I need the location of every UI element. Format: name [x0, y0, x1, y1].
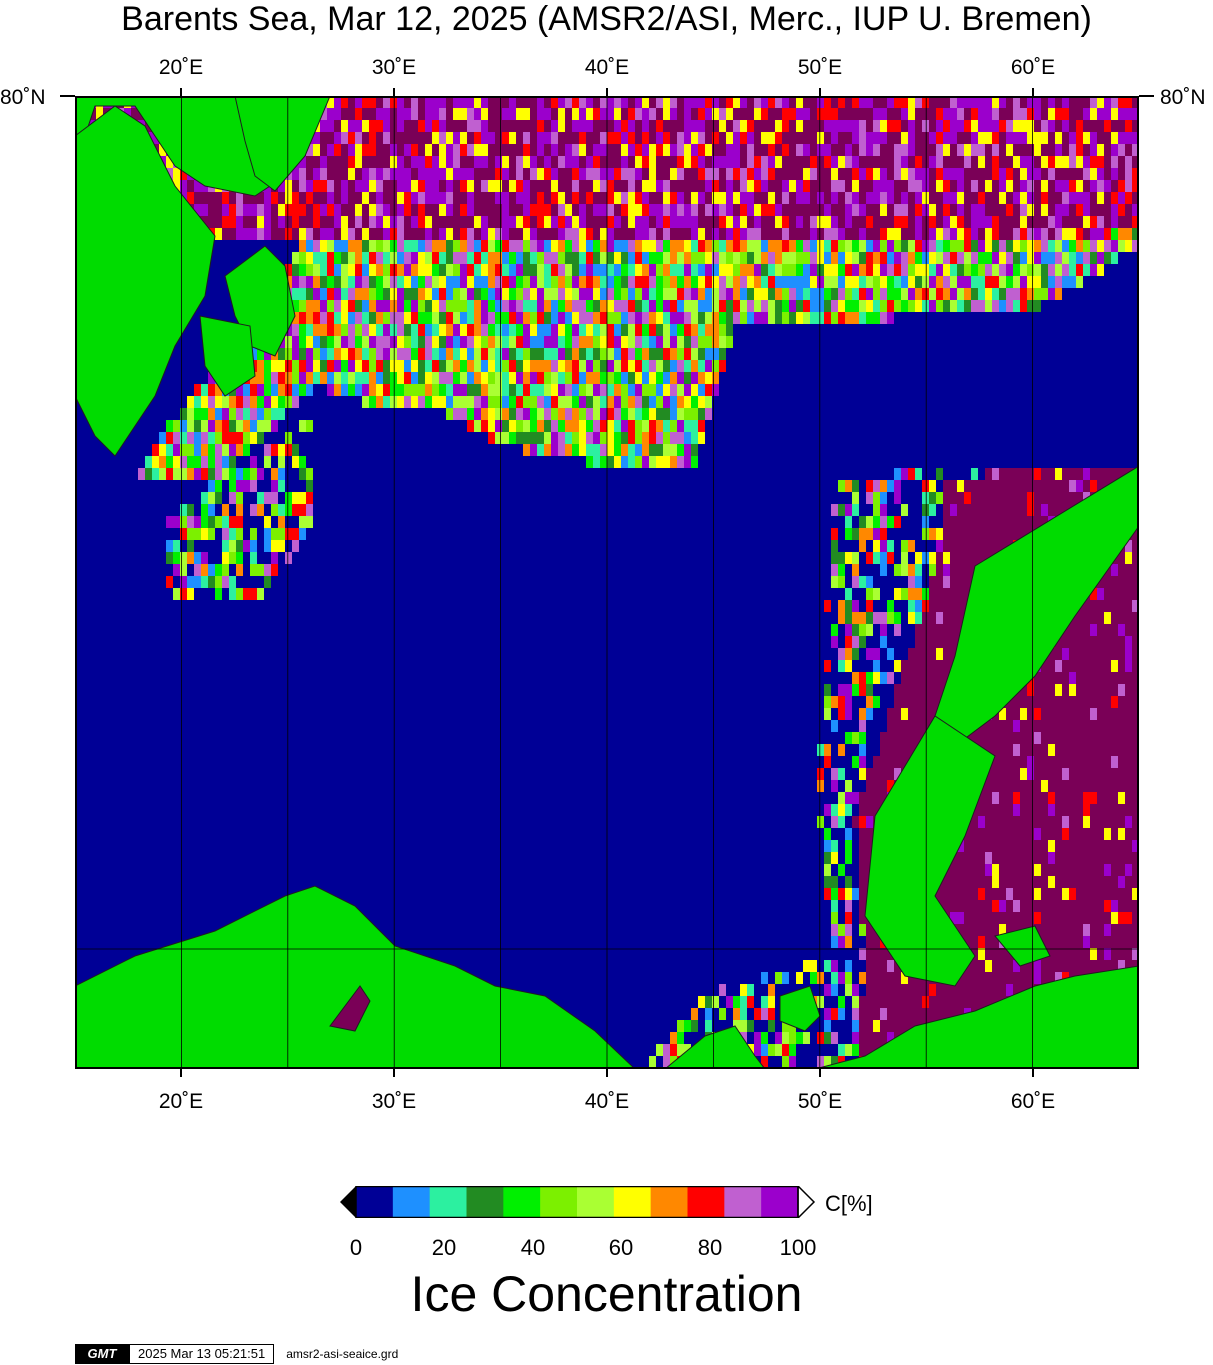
colorbar: [340, 1186, 816, 1218]
colorbar-tick-80: 80: [697, 1235, 723, 1260]
colorbar-above-triangle: [797, 1186, 816, 1218]
lat-label-left: 80˚N: [0, 86, 46, 109]
frame-ticks: [60, 88, 1154, 1077]
lon-tick-top-20: 20˚E: [158, 56, 204, 79]
land-vaygach: [994, 925, 1051, 967]
lon-tick-bottom-20: 20˚E: [158, 1090, 204, 1113]
gmt-timestamp-stamp: GMT 2025 Mar 13 05:21:51 amsr2-asi-seaic…: [75, 1344, 398, 1364]
lon-tick-top-60: 60˚E: [1010, 56, 1056, 79]
land-edgeoya: [199, 315, 256, 397]
colorbar-title: Ice Concentration: [410, 1266, 803, 1322]
colorbar-bins: [356, 1186, 799, 1218]
colorbar-tick-40: 40: [520, 1235, 546, 1260]
colorbar-tick-0: 0: [349, 1235, 363, 1260]
colorbar-tick-100: 100: [779, 1235, 817, 1260]
land-pechora-coast: [814, 965, 1139, 1069]
colorbar-bin: [613, 1186, 652, 1218]
graticule: [75, 96, 1139, 1069]
land-novaya-zemlya-north: [934, 465, 1139, 747]
lat-label-right: 80˚N: [1160, 86, 1206, 109]
lon-tick-bottom-50: 50˚E: [797, 1090, 843, 1113]
lon-tick-bottom-30: 30˚E: [371, 1090, 417, 1113]
land-northeast-land: [234, 96, 331, 192]
grid-filename: amsr2-asi-seaice.grd: [286, 1347, 399, 1361]
colorbar-bin: [761, 1186, 799, 1218]
colorbar-bin: [466, 1186, 504, 1218]
land-kolguyev: [779, 985, 821, 1032]
land-novaya-zemlya-south: [864, 715, 996, 987]
land-kola-north-norway: [75, 885, 636, 1069]
colorbar-bin: [429, 1186, 467, 1218]
lon-tick-bottom-60: 60˚E: [1010, 1090, 1056, 1113]
land-kanin: [664, 1025, 766, 1069]
map-frame: [75, 96, 1139, 1069]
lon-tick-bottom-40: 40˚E: [584, 1090, 630, 1113]
lon-tick-top-30: 30˚E: [371, 56, 417, 79]
colorbar-tick-60: 60: [608, 1235, 634, 1260]
colorbar-bin: [724, 1186, 762, 1218]
colorbar-tick-20: 20: [431, 1235, 457, 1260]
lon-tick-top-50: 50˚E: [797, 56, 843, 79]
gmt-logo: GMT: [75, 1344, 129, 1364]
colorbar-bin: [356, 1186, 394, 1218]
land-svalbard-main: [75, 105, 216, 457]
colorbar-bin: [392, 1186, 431, 1218]
colorbar-below-triangle: [340, 1186, 356, 1218]
land-lake: [329, 985, 371, 1032]
lon-tick-top-40: 40˚E: [584, 56, 630, 79]
colorbar-bin: [650, 1186, 688, 1218]
map-title: Barents Sea, Mar 12, 2025 (AMSR2/ASI, Me…: [121, 0, 1092, 38]
land-layer: [75, 96, 1139, 1069]
colorbar-bin: [687, 1186, 725, 1218]
ice-concentration-map: [75, 96, 1139, 1069]
timestamp: 2025 Mar 13 05:21:51: [129, 1344, 275, 1364]
colorbar-bin: [540, 1186, 578, 1218]
colorbar-unit: C[%]: [825, 1191, 873, 1216]
colorbar-bin: [577, 1186, 615, 1218]
colorbar-bin: [503, 1186, 541, 1218]
